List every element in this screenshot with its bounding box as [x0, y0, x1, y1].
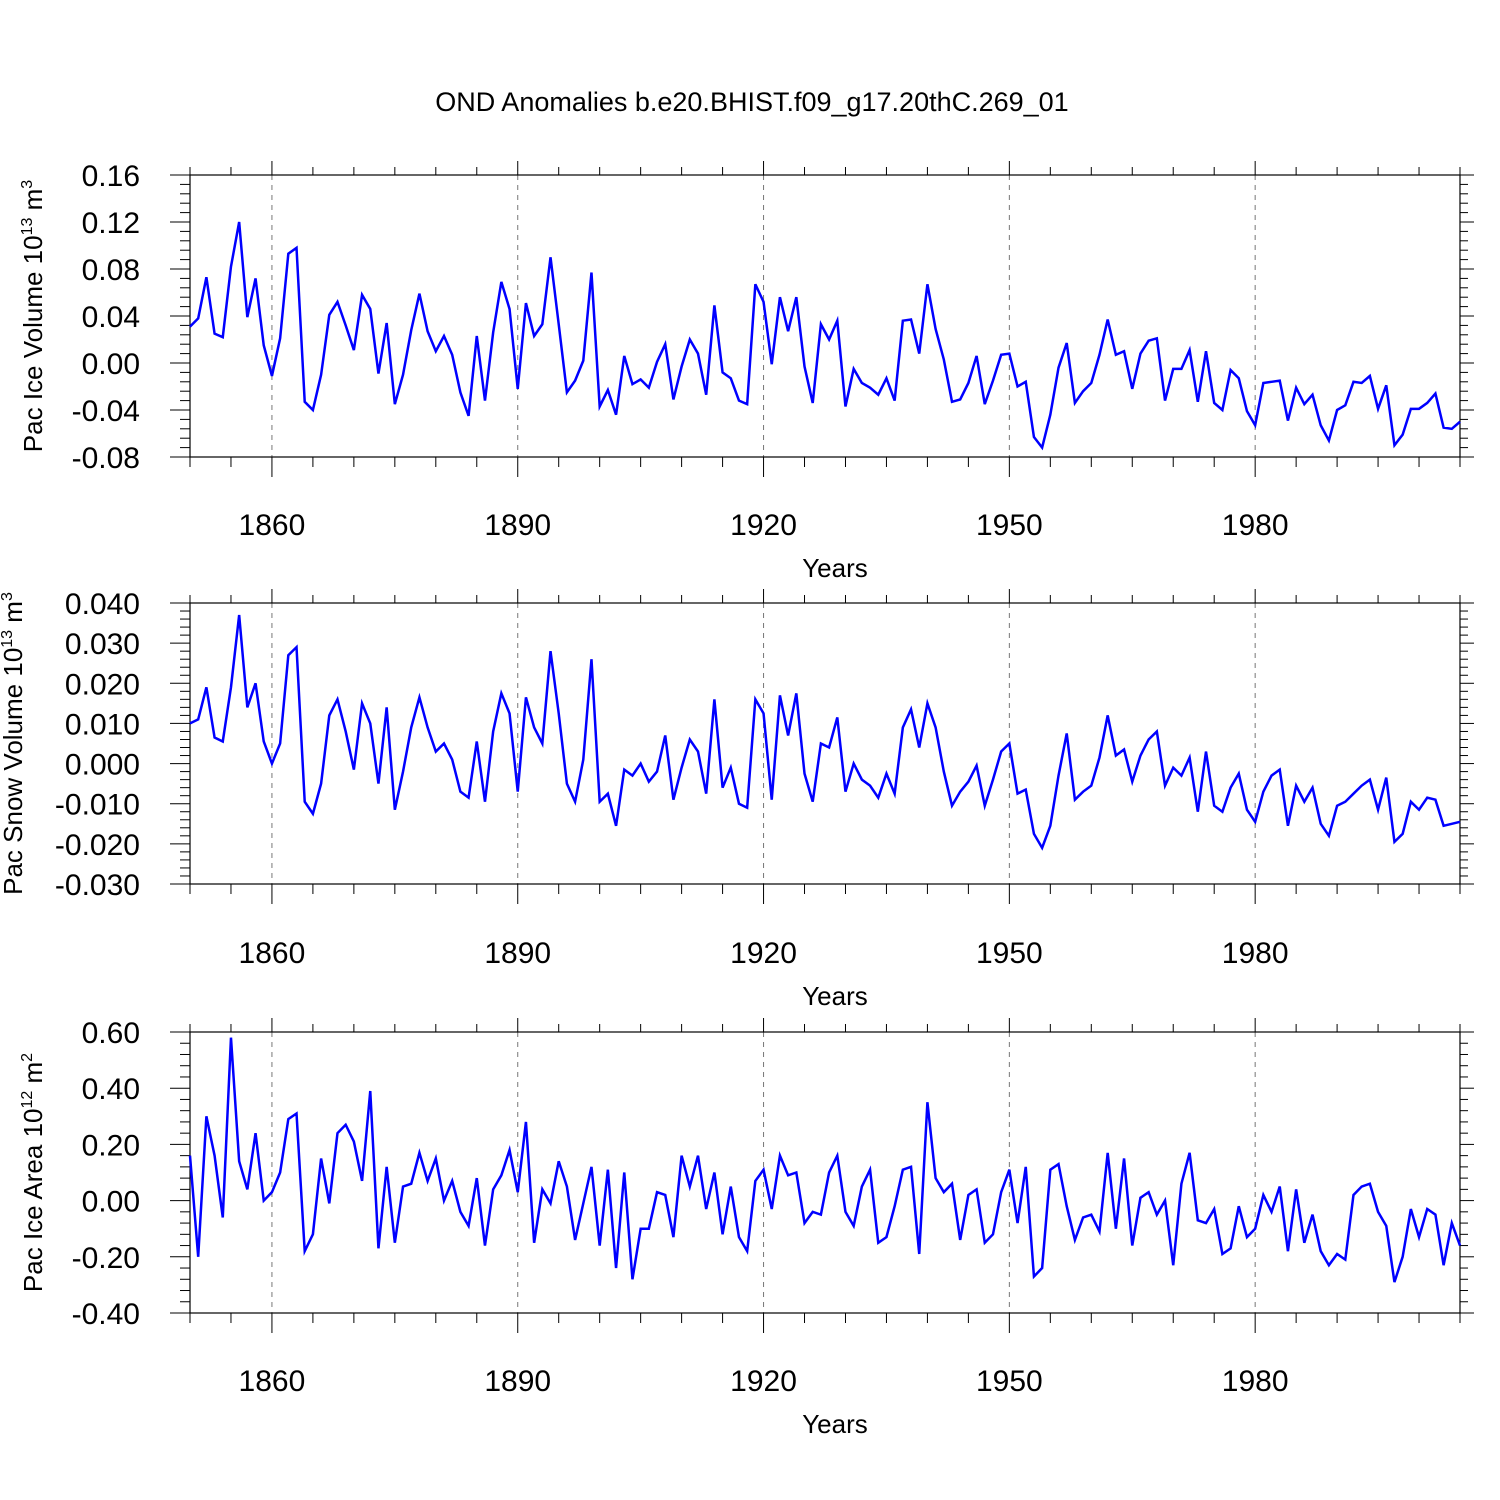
ice-area-x-tick-label: 1860: [239, 1365, 306, 1398]
ice-volume-y-axis-label-unit-exp: 3: [19, 180, 36, 189]
ice-volume-x-tick-label: 1890: [484, 509, 551, 542]
snow-volume-y-tick-label: -0.030: [55, 869, 140, 902]
snow-volume-y-tick-label: -0.020: [55, 829, 140, 862]
ice-area-y-tick-label: -0.40: [72, 1298, 140, 1331]
snow-volume-y-axis-label-unit-exp: 3: [0, 592, 16, 601]
snow-volume-x-tick-label: 1950: [976, 937, 1043, 970]
ice-volume-x-tick-label: 1920: [730, 509, 797, 542]
ice-area-panel: 1860 1890 1920 1950 1980 Years -0.40 -0.20 0.00 0…: [18, 1017, 1474, 1439]
ice-volume-y-axis-label-unit: m: [18, 189, 48, 218]
snow-volume-x-tick-label: 1980: [1222, 937, 1289, 970]
ice-area-y-axis-label-exp: 12: [19, 1091, 36, 1109]
ice-area-x-tick-label: 1890: [484, 1365, 551, 1398]
ice-volume-x-tick-label: 1980: [1222, 509, 1289, 542]
snow-volume-y-tick-label: 0.020: [65, 668, 140, 701]
ice-volume-panel: 1860 1890 1920 1950 1980 Years -0.08 -0.04 0.00 0…: [18, 160, 1474, 583]
snow-volume-y-tick-label: -0.010: [55, 789, 140, 822]
ice-volume-x-tick-label: 1860: [239, 509, 306, 542]
ice-volume-frame: [189, 174, 1461, 458]
snow-volume-y-axis-label: Pac Snow Volume 1013 m3: [0, 592, 28, 895]
ice-area-y-tick-label: -0.20: [72, 1242, 140, 1275]
ice-volume-y-tick-label: -0.08: [72, 442, 140, 475]
ice-volume-y-tick-label: -0.04: [72, 395, 140, 428]
snow-volume-y-axis-label-text: Pac Snow Volume 10: [0, 648, 28, 895]
ice-volume-y-tick-label: 0.08: [82, 254, 140, 287]
panels: 1860 1890 1920 1950 1980Years-0.08-0.040.000…: [0, 160, 1474, 1439]
ice-area-y-tick-label: 0.60: [82, 1017, 140, 1050]
ice-volume-y-axis-label-text: Pac Ice Volume 10: [18, 235, 48, 452]
snow-volume-panel: 1860 1890 1920 1950 1980 Years -0.030 -0.020 -0.…: [0, 588, 1474, 1011]
ice-volume-y-tick-label: 0.04: [82, 301, 140, 334]
ice-volume-y-axis-label: Pac Ice Volume 1013 m3: [18, 180, 48, 453]
snow-volume-y-tick-label: 0.030: [65, 628, 140, 661]
ice-volume-x-axis-label: Years: [802, 553, 868, 583]
ice-volume-x-tick-label: 1950: [976, 509, 1043, 542]
snow-volume-frame: [189, 602, 1461, 885]
ice-area-x-tick-label: 1920: [730, 1365, 797, 1398]
ice-volume-y-tick-label: 0.16: [82, 160, 140, 193]
snow-volume-x-axis-label: Years: [802, 981, 868, 1011]
ice-area-y-tick-label: 0.00: [82, 1186, 140, 1219]
snow-volume-y-axis-label-unit: m: [0, 601, 28, 630]
snow-volume-series-line: [189, 614, 1461, 851]
snow-volume-y-tick-label: 0.000: [65, 749, 140, 782]
snow-volume-y-tick-label: 0.010: [65, 708, 140, 741]
ice-area-y-axis-label-unit: m: [18, 1062, 48, 1091]
ice-volume-y-tick-label: 0.00: [82, 348, 140, 381]
snow-volume-x-tick-label: 1920: [730, 937, 797, 970]
snow-volume-x-tick-label: 1860: [239, 937, 306, 970]
snow-volume-x-tick-label: 1890: [484, 937, 551, 970]
snow-volume-y-tick-label: 0.040: [65, 588, 140, 621]
ice-volume-series-line: [189, 221, 1461, 451]
ice-area-y-axis-label-text: Pac Ice Area 10: [18, 1109, 48, 1293]
ice-area-x-tick-label: 1950: [976, 1365, 1043, 1398]
snow-volume-y-axis-label-exp: 13: [0, 630, 16, 648]
ice-area-y-tick-label: 0.40: [82, 1073, 140, 1106]
ice-area-series-line: [188, 1037, 1462, 1283]
ice-area-y-axis-label-unit-exp: 2: [19, 1053, 36, 1062]
ice-area-y-tick-label: 0.20: [82, 1129, 140, 1162]
ice-area-x-axis-label: Years: [802, 1409, 868, 1439]
ice-area-y-axis-label: Pac Ice Area 1012 m2: [18, 1053, 48, 1292]
ice-volume-y-axis-label-exp: 13: [19, 217, 36, 235]
ice-area-frame: [189, 1031, 1461, 1314]
chart-title: OND Anomalies b.e20.BHIST.f09_g17.20thC.…: [435, 87, 1068, 117]
ice-volume-y-tick-label: 0.12: [82, 207, 140, 240]
ice-area-x-tick-label: 1980: [1222, 1365, 1289, 1398]
